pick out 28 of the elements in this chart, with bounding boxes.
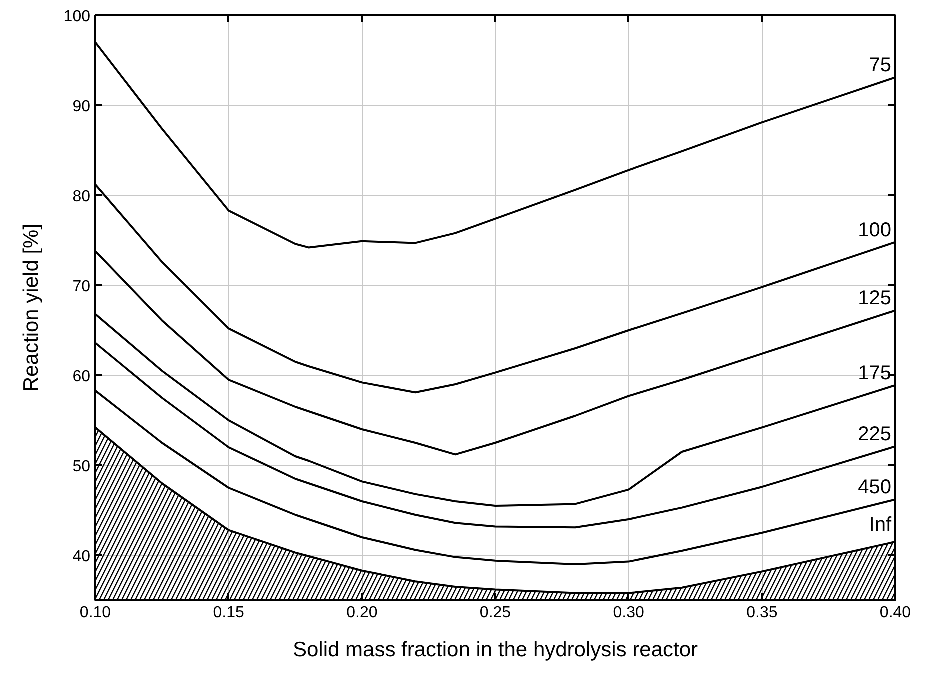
y-tick-label: 90 (72, 98, 91, 116)
y-tick-label: 60 (72, 368, 91, 386)
x-tick-label: 0.30 (613, 604, 645, 622)
y-tick-label: 50 (72, 458, 91, 476)
x-tick-label: 0.25 (480, 604, 512, 622)
line-series (96, 342, 896, 529)
line-series (96, 313, 896, 507)
y-tick-label: 40 (72, 548, 91, 566)
legend-label: 450 (858, 476, 892, 499)
y-axis-title: Reaction yield [%] (20, 224, 43, 392)
line-series (96, 250, 896, 456)
x-tick-label: 0.15 (213, 604, 245, 622)
series-label: Inf (869, 514, 892, 536)
x-tick-label: 0.35 (746, 604, 778, 622)
series-label: 75 (869, 54, 892, 77)
series-label: 225 (858, 424, 892, 446)
series-label: 175 (858, 362, 892, 384)
x-tick-label: 0.10 (80, 604, 112, 622)
x-tick-label: 0.20 (346, 604, 378, 622)
line-series (96, 42, 896, 249)
x-axis-title: Solid mass fraction in the hydrolysis reactor (293, 638, 698, 662)
y-tick-label: 70 (72, 278, 91, 296)
line-series (96, 390, 896, 566)
y-tick-label: 80 (72, 188, 91, 206)
legend-label: 125 (858, 288, 892, 310)
legend-label: 100 (858, 219, 892, 242)
x-tick-label: 0.40 (880, 604, 912, 622)
y-tick-label: 100 (64, 8, 91, 26)
